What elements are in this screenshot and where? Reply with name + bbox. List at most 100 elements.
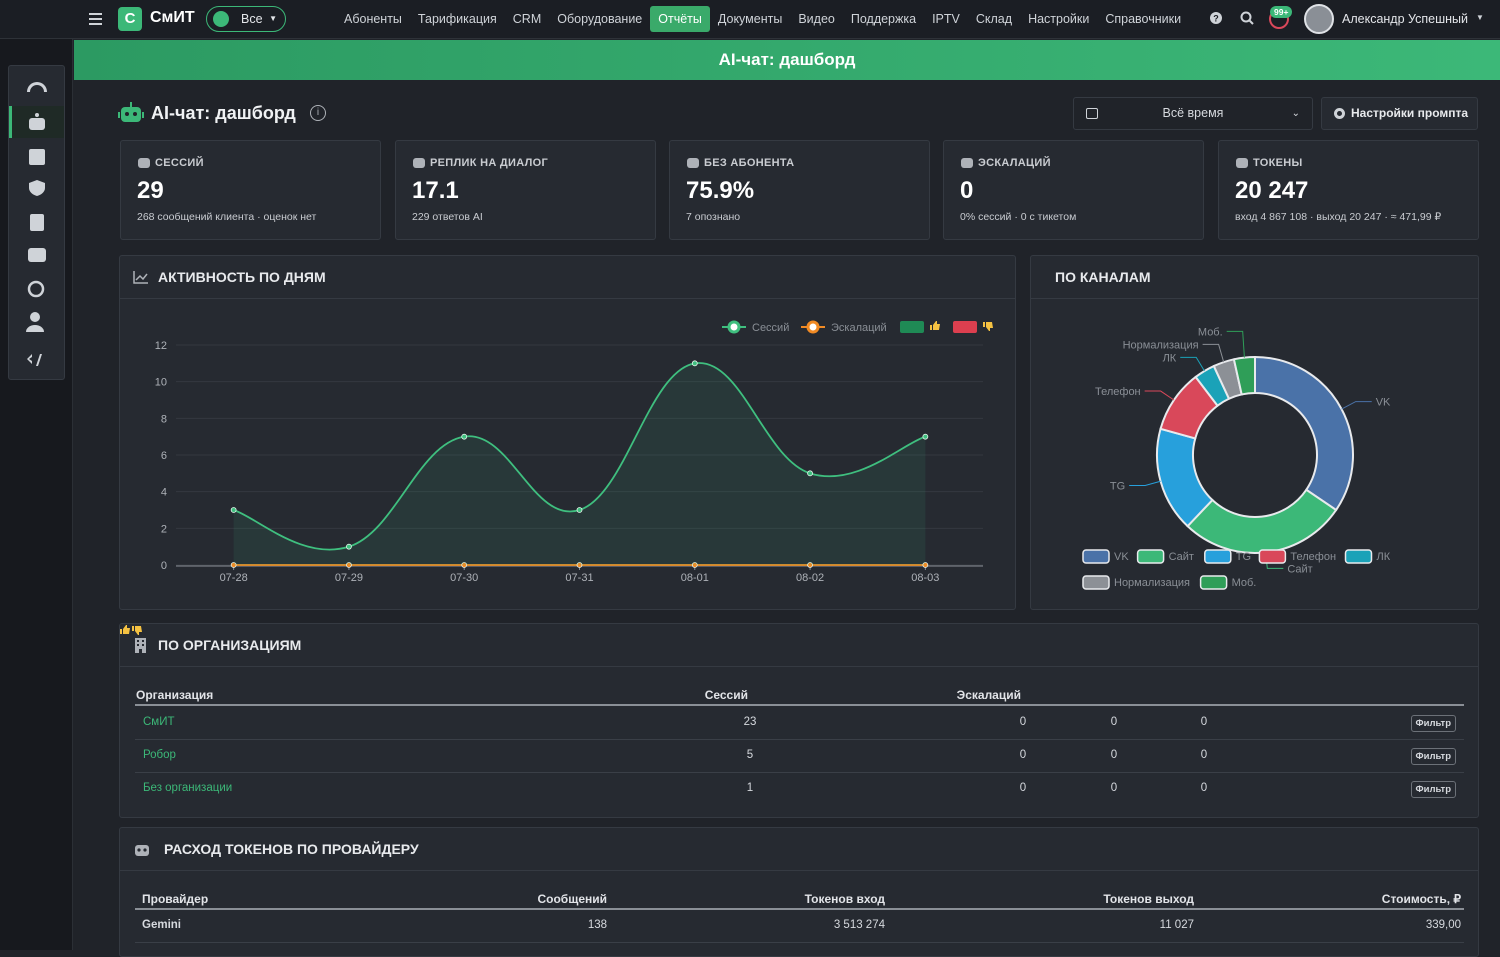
x-tick-label: 07-30	[450, 572, 478, 584]
point	[230, 507, 237, 513]
row-rule	[135, 772, 1464, 773]
legend-marker	[806, 320, 820, 334]
org-card: ПО ОРГАНИЗАЦИЯМ Организация Сессий Эскалац…	[119, 623, 1479, 818]
callout-line	[1202, 343, 1225, 363]
filter-button[interactable]: Фильтр	[1410, 781, 1456, 798]
nav-item[interactable]: Оборудование	[557, 12, 643, 26]
scope-select[interactable]: Все ▼	[206, 6, 286, 32]
table-cell[interactable]: Без организации	[143, 782, 233, 794]
y-tick-label: 12	[155, 340, 167, 352]
activity-card: АКТИВНОСТЬ ПО ДНЯМ 0 2 4 6 8 10 12 07-28 07-29 07…	[119, 255, 1016, 610]
info-icon[interactable]: i	[310, 105, 326, 121]
row-rule	[135, 942, 1464, 943]
nav-item[interactable]: Тарификация	[417, 12, 497, 26]
x-tick-label: 07-31	[565, 572, 593, 584]
scope: Все	[241, 12, 263, 26]
nav-item[interactable]: Видео	[798, 12, 835, 26]
filter-button[interactable]: Фильтр	[1410, 748, 1456, 765]
point	[691, 562, 698, 568]
kpi-value: 75.9%	[686, 177, 755, 204]
kpi-sub: 229 ответов AI	[412, 211, 483, 223]
legend-marker	[727, 320, 741, 334]
legend-label: VK	[1114, 551, 1129, 563]
nav-item[interactable]: Документы	[717, 12, 783, 26]
legend-swatch	[1082, 549, 1110, 564]
nav-item[interactable]: Поддержка	[850, 12, 917, 26]
legend-label: Сессий	[752, 322, 789, 334]
callout-label: TG	[1110, 480, 1125, 492]
header-icon	[132, 626, 142, 635]
kpi-card: СЕССИЙ 29 268 сообщений клиента · оценок н…	[120, 140, 381, 240]
thumb-up-icon	[930, 321, 940, 330]
table-cell: 0	[1019, 749, 1027, 761]
callout-line	[1129, 480, 1161, 486]
x-tick-label: 08-02	[796, 572, 824, 584]
top-icons[interactable]: ?	[1208, 11, 1308, 33]
table-cell: 0	[1110, 782, 1118, 794]
kpi-icon	[961, 158, 973, 168]
nav-item[interactable]: Абоненты	[344, 12, 402, 26]
nav-item[interactable]: Склад	[975, 12, 1013, 26]
topbar: С СмИТ Все ▼ Абоненты Тарификация CRM Оборуд…	[0, 0, 1500, 39]
thumb-up-icon	[120, 625, 130, 634]
token-icon	[135, 845, 149, 856]
header-icon	[120, 625, 130, 634]
kpi-sub: 0% сессий · 0 с тикетом	[960, 211, 1077, 223]
callout-label: ЛК	[1163, 352, 1177, 364]
sidebar-icons[interactable]	[25, 76, 49, 376]
avatar[interactable]	[1304, 4, 1334, 34]
point	[807, 470, 813, 477]
kpi-value: 17.1	[412, 177, 459, 204]
table-cell: 339,00	[1425, 919, 1461, 931]
sidebar	[0, 0, 73, 950]
robot-icon	[118, 102, 144, 122]
banner: AI-чат: дашборд	[74, 40, 1500, 80]
nav-item[interactable]: CRM	[512, 12, 542, 26]
table-cell: 23	[743, 716, 757, 728]
activity-chart: 0 2 4 6 8 10 12 07-28 07-29 07-30 07-31 08-01 08-02 0…	[155, 320, 993, 584]
table-cell[interactable]: СмИТ	[143, 716, 175, 728]
donut-slice	[1232, 355, 1256, 396]
kpi-icon	[687, 158, 699, 168]
table-header: Организация	[136, 688, 214, 702]
callout-label: VK	[1376, 397, 1391, 409]
svg-text:?: ?	[1213, 14, 1219, 24]
point	[807, 562, 813, 568]
callout-label: Моб.	[1198, 326, 1223, 338]
nav-item[interactable]: Справочники	[1105, 12, 1182, 26]
menu-icon[interactable]	[89, 12, 103, 26]
legend-swatch	[900, 321, 924, 333]
y-tick-label: 0	[161, 560, 167, 572]
main-nav: Абоненты Тарификация CRM Оборудование Отчёты…	[336, 6, 1189, 32]
table-cell: 138	[587, 919, 607, 931]
row-rule	[135, 739, 1464, 740]
kpi-label: ТОКЕНЫ	[1253, 157, 1303, 169]
user-name[interactable]: Александр Успешный	[1342, 12, 1468, 26]
user-caret[interactable]: ▼	[1476, 13, 1484, 22]
table-cell: 3 513 274	[833, 919, 885, 931]
point	[576, 562, 583, 568]
legend-label: Нормализация	[1114, 577, 1190, 589]
period-select[interactable]: Всё время ⌄	[1073, 97, 1313, 130]
activity-title: АКТИВНОСТЬ ПО ДНЯМ	[120, 256, 1015, 299]
prompt-button[interactable]: Настройки промпта	[1321, 97, 1478, 130]
nav-item[interactable]: IPTV	[932, 12, 960, 26]
table-cell: 5	[746, 749, 754, 761]
point	[576, 507, 583, 513]
token-title: РАСХОД ТОКЕНОВ ПО ПРОВАЙДЕРУ	[120, 828, 1478, 871]
kpi-value: 29	[137, 177, 164, 204]
table-cell: 0	[1200, 749, 1208, 761]
brand[interactable]: СмИТ	[150, 9, 195, 26]
table-cell: 0	[1110, 749, 1118, 761]
filter-button[interactable]: Фильтр	[1410, 715, 1456, 732]
point	[691, 360, 698, 367]
y-tick-label: 6	[161, 450, 167, 462]
nav-item[interactable]: Отчёты	[650, 6, 710, 32]
table-cell[interactable]: Робор	[143, 749, 176, 761]
table-cell: Gemini	[142, 919, 181, 931]
nav-item[interactable]: Настройки	[1028, 12, 1090, 26]
point	[230, 562, 237, 568]
table-cell: 11 027	[1159, 919, 1194, 931]
table-header: Сессий	[704, 688, 748, 702]
